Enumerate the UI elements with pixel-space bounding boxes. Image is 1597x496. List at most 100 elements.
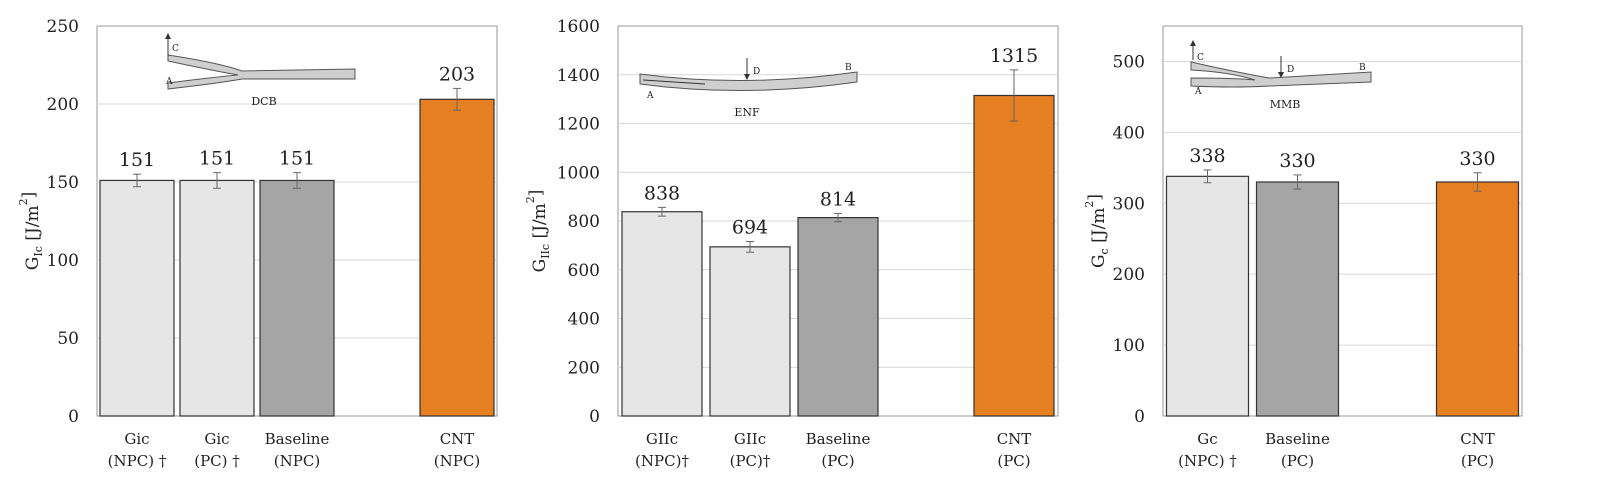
inset-title: DCB <box>251 95 276 108</box>
category-sublabel: (PC) <box>1281 452 1314 470</box>
enf-beam-icon <box>639 71 858 92</box>
data-label: 330 <box>1279 150 1315 172</box>
y-axis-label-end: ] <box>1085 194 1105 201</box>
y-axis-label-sub: Ic <box>32 246 45 257</box>
y-axis-label-unit: [J/m <box>23 205 43 246</box>
bar <box>99 179 175 417</box>
arrowhead-icon <box>744 74 750 80</box>
y-axis-label-sub: c <box>1098 248 1111 254</box>
y-tick-label: 600 <box>568 261 600 281</box>
bar <box>259 179 335 417</box>
bar <box>179 179 255 417</box>
category-label: Gic <box>204 430 229 448</box>
y-tick-label: 1400 <box>557 66 600 86</box>
y-tick-label: 0 <box>1134 407 1145 427</box>
y-tick-label: 1000 <box>557 163 600 183</box>
arrowhead-icon <box>1190 40 1196 46</box>
y-tick-label: 800 <box>568 212 600 232</box>
category-sublabel: (PC) <box>1461 452 1494 470</box>
y-axis-label-sup: 2 <box>17 198 30 205</box>
y-tick-label: 150 <box>47 173 79 193</box>
point-label: A <box>646 91 654 101</box>
y-tick-label: 50 <box>57 329 79 349</box>
bar <box>1165 175 1250 417</box>
y-tick-label: 200 <box>568 358 600 378</box>
category-label: Baseline <box>1265 430 1330 448</box>
arrowhead-icon <box>1278 72 1284 78</box>
y-axis-label-main: G <box>1089 254 1109 268</box>
point-label: B <box>1359 63 1366 73</box>
point-label: D <box>1287 65 1294 75</box>
dcb-beam-icon <box>167 54 356 90</box>
category-label: CNT <box>440 430 475 448</box>
mmb-beam-icon <box>1190 61 1372 88</box>
point-label: A <box>165 77 173 87</box>
y-tick-label: 1600 <box>557 17 600 37</box>
data-label: 694 <box>732 216 768 238</box>
bar <box>797 216 879 417</box>
point-label: C <box>1197 53 1204 63</box>
y-tick-label: 300 <box>1113 194 1145 214</box>
point-label: C <box>172 44 179 54</box>
y-tick-label: 250 <box>47 17 79 37</box>
category-label: GIIc <box>734 430 766 448</box>
category-sublabel: (PC) <box>821 452 854 470</box>
chart-panel-2: 0 200 400 600 800 1000 1200 1400 1600 GIIc [J/m2]… <box>524 17 1059 470</box>
y-tick-label: 0 <box>68 407 79 427</box>
y-axis-label-sup: 2 <box>524 196 537 203</box>
plot-frame <box>1162 25 1523 417</box>
category-sublabel: (NPC)† <box>635 452 689 470</box>
chart-panel-1: 0 50 100 150 200 250 GIc [J/m2] Gic (NPC) † 151 Gi… <box>17 17 498 470</box>
data-label: 814 <box>820 188 856 210</box>
data-label: 330 <box>1459 148 1495 170</box>
y-tick-label: 400 <box>1113 123 1145 143</box>
bar <box>1255 181 1340 417</box>
y-axis-label-end: ] <box>526 190 546 197</box>
y-tick-label: 200 <box>47 95 79 115</box>
category-sublabel: (NPC) <box>434 452 480 470</box>
data-label: 203 <box>439 63 475 85</box>
y-axis-label-unit: [J/m <box>530 203 550 244</box>
y-axis-label-unit: [J/m <box>1089 208 1109 249</box>
specimen-inset: DCB A C <box>165 33 356 108</box>
y-axis-label-end: ] <box>19 192 39 199</box>
y-axis-label: GIc [J/m2] <box>17 192 45 270</box>
data-label: 1315 <box>990 45 1038 67</box>
inset-title: ENF <box>734 106 760 119</box>
data-label: 338 <box>1189 145 1225 167</box>
y-tick-label: 0 <box>589 407 600 427</box>
bar <box>419 98 495 417</box>
specimen-inset: ENF A B D <box>639 58 858 119</box>
category-label: Gic <box>124 430 149 448</box>
crack-line <box>642 79 706 85</box>
data-label: 151 <box>119 149 155 171</box>
y-tick-label: 500 <box>1113 52 1145 72</box>
y-axis-label: Gc [J/m2] <box>1083 194 1111 268</box>
y-axis-label-sup: 2 <box>1083 201 1096 208</box>
point-label: D <box>753 67 760 77</box>
bar <box>709 246 791 417</box>
y-tick-label: 1200 <box>557 115 600 135</box>
category-sublabel: (NPC) † <box>108 452 167 470</box>
bar <box>1435 181 1520 417</box>
y-axis-label-main: G <box>530 259 550 273</box>
point-label: A <box>1194 87 1202 97</box>
data-label: 838 <box>644 182 680 204</box>
category-sublabel: (NPC) <box>274 452 320 470</box>
point-label: B <box>845 63 852 73</box>
category-label: CNT <box>1460 430 1495 448</box>
category-label: Baseline <box>806 430 871 448</box>
y-tick-label: 200 <box>1113 265 1145 285</box>
y-axis-label: GIIc [J/m2] <box>524 190 552 273</box>
y-tick-label: 100 <box>47 251 79 271</box>
y-tick-label: 400 <box>568 310 600 330</box>
category-label: Baseline <box>265 430 330 448</box>
category-sublabel: (NPC) † <box>1178 452 1237 470</box>
y-axis-label-main: G <box>23 257 43 271</box>
y-axis-label-sub: IIc <box>539 244 552 259</box>
category-sublabel: (PC)† <box>730 452 771 470</box>
bar <box>621 211 703 417</box>
data-label: 151 <box>199 148 235 170</box>
